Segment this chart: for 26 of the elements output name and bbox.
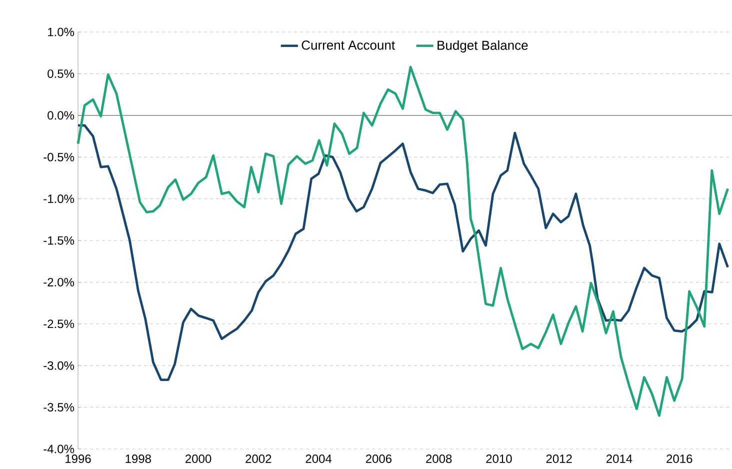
x-tick-label: 2000: [186, 454, 212, 464]
x-tick-label: 2012: [546, 454, 572, 464]
y-tick-label: -3.5%: [44, 403, 74, 412]
y-tick-label: -0.5%: [44, 152, 74, 162]
y-tick-label: 0.5%: [48, 69, 74, 78]
x-tick-label: 1996: [66, 454, 91, 464]
x-tick-label: 2006: [366, 454, 392, 464]
x-tick-label: 2004: [306, 454, 332, 464]
line-series: [76, 66, 729, 417]
x-tick-label: 2002: [246, 454, 272, 464]
x-tick-label: 2008: [426, 454, 452, 464]
x-tick-label: 2016: [666, 454, 692, 464]
y-tick-label: -2.5%: [44, 320, 74, 328]
legend-label: Budget Balance: [438, 40, 528, 52]
y-tick-label: 1.0%: [48, 28, 74, 36]
y-tick-label: -1.5%: [44, 236, 74, 245]
y-tick-label: -3.0%: [44, 361, 74, 370]
line-series: [76, 124, 729, 381]
x-tick-label: 2014: [606, 454, 632, 464]
x-tick-label: 1998: [126, 454, 151, 464]
y-tick-label: -1.0%: [44, 194, 74, 204]
legend-label: Current Account: [302, 40, 395, 50]
y-tick-label: -4.0%: [44, 444, 74, 454]
y-tick-label: 0.0%: [48, 111, 74, 120]
y-tick-label: -2.0%: [44, 278, 74, 286]
x-tick-label: 2010: [486, 454, 512, 464]
